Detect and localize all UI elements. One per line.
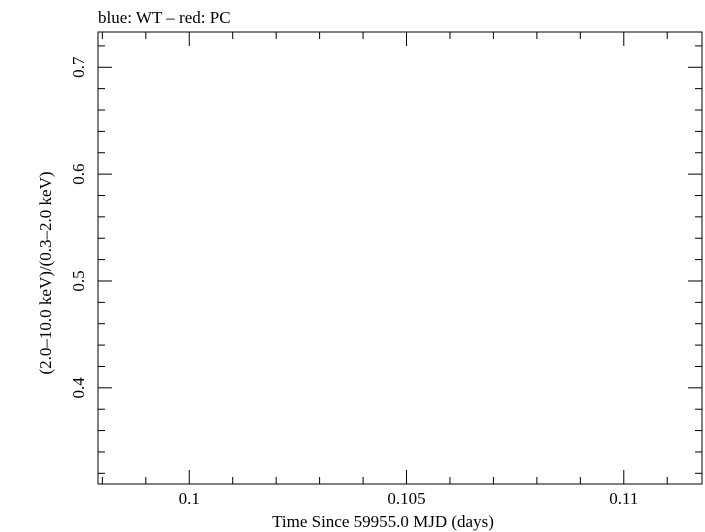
x-tick-label: 0.1 xyxy=(179,489,200,508)
y-tick-label: 0.7 xyxy=(69,56,88,78)
y-axis-label: (2.0–10.0 keV)/(0.3–2.0 keV) xyxy=(36,171,55,374)
axis-ticks: 0.1 0.105 0.11 0.4 0.5 0.6 0.7 xyxy=(69,32,702,508)
x-tick-label: 0.11 xyxy=(609,489,638,508)
y-tick-label: 0.6 xyxy=(69,163,88,184)
x-tick-label: 0.105 xyxy=(387,489,425,508)
chart-title: blue: WT – red: PC xyxy=(98,8,231,27)
y-tick-label: 0.5 xyxy=(69,270,88,291)
x-axis-label: Time Since 59955.0 MJD (days) xyxy=(272,512,494,531)
plot-frame xyxy=(97,31,703,485)
y-tick-label: 0.4 xyxy=(69,377,88,399)
